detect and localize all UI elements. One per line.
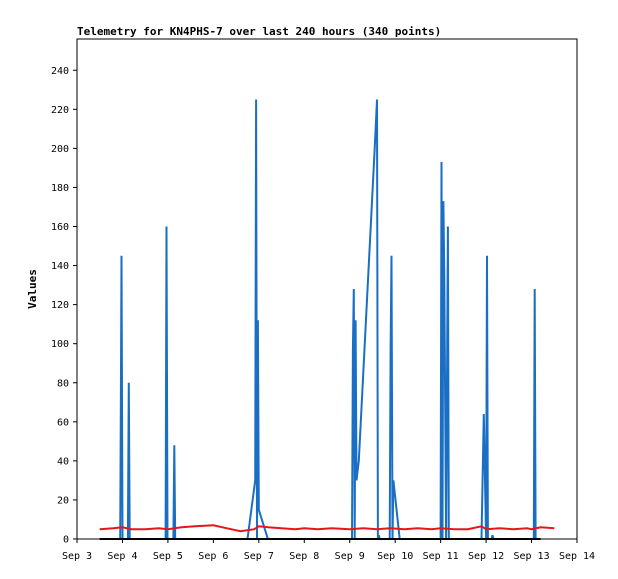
x-tick-label: Sep 11 [423,551,459,562]
x-tick-label: Sep 12 [468,551,504,562]
x-tick-label: Sep 7 [244,551,274,562]
y-tick-label: 120 [51,300,69,311]
x-tick-label: Sep 3 [62,551,92,562]
y-tick-label: 0 [63,535,69,546]
chart-title: Telemetry for KN4PHS-7 over last 240 hou… [77,25,441,38]
series-line-1 [99,524,555,533]
y-tick-label: 20 [57,495,69,506]
x-tick-label: Sep 14 [559,551,595,562]
x-axis: Sep 3 Sep 4 Sep 5 Sep 6 Sep 7 Sep 8 Sep 9 Sep 1… [62,539,595,562]
x-tick-label: Sep 5 [153,551,183,562]
x-tick-label: Sep 10 [377,551,413,562]
y-axis-label: Values [26,269,39,309]
x-tick-label: Sep 13 [513,551,549,562]
x-tick-label: Sep 4 [107,551,137,562]
y-tick-label: 240 [51,66,69,77]
y-tick-label: 200 [51,144,69,155]
y-tick-label: 40 [57,456,69,467]
x-tick-label: Sep 8 [289,551,319,562]
x-tick-label: Sep 6 [198,551,228,562]
y-tick-label: 180 [51,183,69,194]
y-tick-label: 60 [57,417,69,428]
series-line-0 [106,99,541,540]
y-tick-label: 220 [51,105,69,116]
y-tick-label: 100 [51,339,69,350]
y-tick-label: 160 [51,222,69,233]
plot-frame [76,38,578,540]
x-tick-label: Sep 9 [335,551,365,562]
y-tick-label: 80 [57,378,69,389]
series-layer [99,99,555,540]
y-axis: 0 20 40 60 80 100 120 140 160 180 200 220 240 [51,66,77,546]
y-tick-label: 140 [51,261,69,272]
